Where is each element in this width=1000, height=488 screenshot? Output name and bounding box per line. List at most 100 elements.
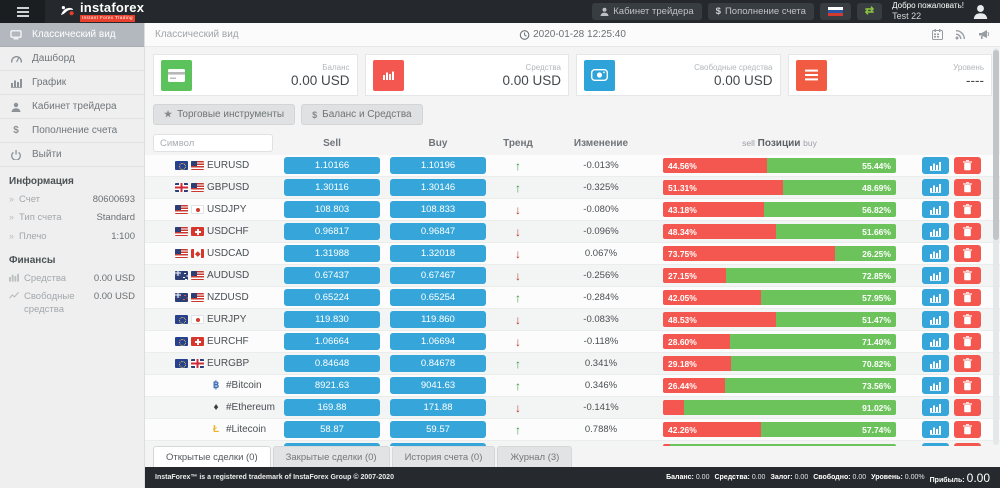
delete-symbol-button[interactable] <box>954 311 981 328</box>
open-chart-button[interactable] <box>922 355 949 372</box>
symbol-cell[interactable]: GBPUSD <box>153 182 279 193</box>
delete-symbol-button[interactable] <box>954 267 981 284</box>
delete-symbol-button[interactable] <box>954 377 981 394</box>
monitor-icon <box>9 29 23 40</box>
delete-symbol-button[interactable] <box>954 157 981 174</box>
delete-symbol-button[interactable] <box>954 245 981 262</box>
open-chart-button[interactable] <box>922 179 949 196</box>
sell-price-button[interactable]: 119.830 <box>284 311 380 328</box>
open-chart-button[interactable] <box>922 377 949 394</box>
buy-price-button[interactable]: 0.65254 <box>390 289 486 306</box>
open-chart-button[interactable] <box>922 267 949 284</box>
buy-price-button[interactable]: 0.84678 <box>390 355 486 372</box>
delete-symbol-button[interactable] <box>954 355 981 372</box>
symbol-cell[interactable]: NZDUSD <box>153 292 279 303</box>
sell-price-button[interactable]: 1.10166 <box>284 157 380 174</box>
symbol-cell[interactable]: Ł #Litecoin <box>153 424 279 435</box>
delete-symbol-button[interactable] <box>954 223 981 240</box>
trader-cabinet-button[interactable]: Кабинет трейдера <box>592 3 702 20</box>
sell-price-button[interactable]: 0.96817 <box>284 223 380 240</box>
open-chart-button[interactable] <box>922 333 949 350</box>
buy-price-button[interactable]: 1.30146 <box>390 179 486 196</box>
toolbar-button[interactable]: ★ Торговые инструменты <box>153 104 296 125</box>
buy-price-button[interactable]: 119.860 <box>390 311 486 328</box>
open-chart-button[interactable] <box>922 443 949 446</box>
symbol-cell[interactable]: USDJPY <box>153 204 279 215</box>
sell-price-button[interactable]: 108.803 <box>284 201 380 218</box>
stat-card: Свободные средства 0.00 USD <box>576 54 781 96</box>
open-chart-button[interactable] <box>922 399 949 416</box>
symbol-cell[interactable]: ♦ #Ethereum <box>153 402 279 413</box>
sell-price-button[interactable]: 169.88 <box>284 399 380 416</box>
delete-symbol-button[interactable] <box>954 179 981 196</box>
avatar-icon[interactable] <box>970 2 990 22</box>
sell-price-button[interactable]: 58.87 <box>284 421 380 438</box>
buy-price-button[interactable]: 108.833 <box>390 201 486 218</box>
symbol-cell[interactable]: EURUSD <box>153 160 279 171</box>
buy-price-button[interactable]: 9041.63 <box>390 377 486 394</box>
delete-symbol-button[interactable] <box>954 443 981 446</box>
sidebar-item[interactable]: $ Пополнение счета <box>0 119 144 143</box>
buy-price-button[interactable]: 1.06694 <box>390 333 486 350</box>
sidebar-item[interactable]: График <box>0 71 144 95</box>
toolbar-button[interactable]: $ Баланс и Средства <box>301 104 423 125</box>
trash-icon <box>963 292 972 303</box>
card-label: Средства <box>525 62 561 72</box>
symbol-cell[interactable]: USDCHF <box>153 226 279 237</box>
open-chart-button[interactable] <box>922 223 949 240</box>
symbol-cell[interactable]: EURGBP <box>153 358 279 369</box>
sell-price-button[interactable]: 0.67437 <box>284 267 380 284</box>
instaforex-logo[interactable]: instaforex Instant Forex Trading <box>59 1 144 22</box>
menu-toggle-button[interactable] <box>0 0 45 23</box>
tab[interactable]: Закрытые сделки (0) <box>272 446 390 467</box>
sidebar-item[interactable]: Дашборд <box>0 47 144 71</box>
sell-price-button[interactable]: 0.65224 <box>284 289 380 306</box>
open-chart-button[interactable] <box>922 245 949 262</box>
buy-price-button[interactable]: 0.67467 <box>390 267 486 284</box>
delete-symbol-button[interactable] <box>954 399 981 416</box>
tab[interactable]: Открытые сделки (0) <box>153 446 271 467</box>
buy-price-button[interactable]: 1.32018 <box>390 245 486 262</box>
delete-symbol-button[interactable] <box>954 421 981 438</box>
delete-symbol-button[interactable] <box>954 333 981 350</box>
symbol-cell[interactable]: USDCAD <box>153 248 279 259</box>
sidebar-item[interactable]: Кабинет трейдера <box>0 95 144 119</box>
sidebar-item[interactable]: Классический вид <box>0 23 144 47</box>
sell-price-button[interactable]: 1.30116 <box>284 179 380 196</box>
delete-symbol-button[interactable] <box>954 289 981 306</box>
tab[interactable]: История счета (0) <box>391 446 496 467</box>
sidebar-item[interactable]: Выйти <box>0 143 144 167</box>
open-chart-button[interactable] <box>922 201 949 218</box>
chart-icon <box>930 293 941 303</box>
tab[interactable]: Журнал (3) <box>497 446 573 467</box>
sell-price-button[interactable]: 0.84648 <box>284 355 380 372</box>
symbol-cell[interactable]: EURCHF <box>153 336 279 347</box>
buy-positions-segment: 26.25% <box>834 246 896 261</box>
symbol-search-input[interactable] <box>153 134 273 152</box>
megaphone-icon[interactable] <box>978 29 990 40</box>
buy-price-button[interactable]: 0.96847 <box>390 223 486 240</box>
sell-price-button[interactable]: 8921.63 <box>284 377 380 394</box>
buy-price-button[interactable]: 1.10196 <box>390 157 486 174</box>
open-chart-button[interactable] <box>922 311 949 328</box>
language-button[interactable] <box>819 3 851 20</box>
buy-price-button[interactable]: 59.57 <box>390 421 486 438</box>
open-chart-button[interactable] <box>922 157 949 174</box>
scrollbar-thumb[interactable] <box>993 50 999 240</box>
rss-icon[interactable] <box>955 29 966 40</box>
deposit-button[interactable]: $ Пополнение счета <box>707 3 814 20</box>
symbol-cell[interactable]: AUDUSD <box>153 270 279 281</box>
sell-price-button[interactable] <box>284 443 380 446</box>
swap-button[interactable]: ⇄ <box>856 3 883 20</box>
symbol-cell[interactable]: ฿ #Bitcoin <box>153 380 279 391</box>
sell-price-button[interactable]: 1.31988 <box>284 245 380 262</box>
sell-price-button[interactable]: 1.06664 <box>284 333 380 350</box>
delete-symbol-button[interactable] <box>954 201 981 218</box>
calendar-icon[interactable] <box>932 29 943 40</box>
open-chart-button[interactable] <box>922 289 949 306</box>
open-chart-button[interactable] <box>922 421 949 438</box>
scrollbar[interactable] <box>993 48 999 445</box>
buy-price-button[interactable]: 171.88 <box>390 399 486 416</box>
buy-price-button[interactable] <box>390 443 486 446</box>
symbol-cell[interactable]: EURJPY <box>153 314 279 325</box>
